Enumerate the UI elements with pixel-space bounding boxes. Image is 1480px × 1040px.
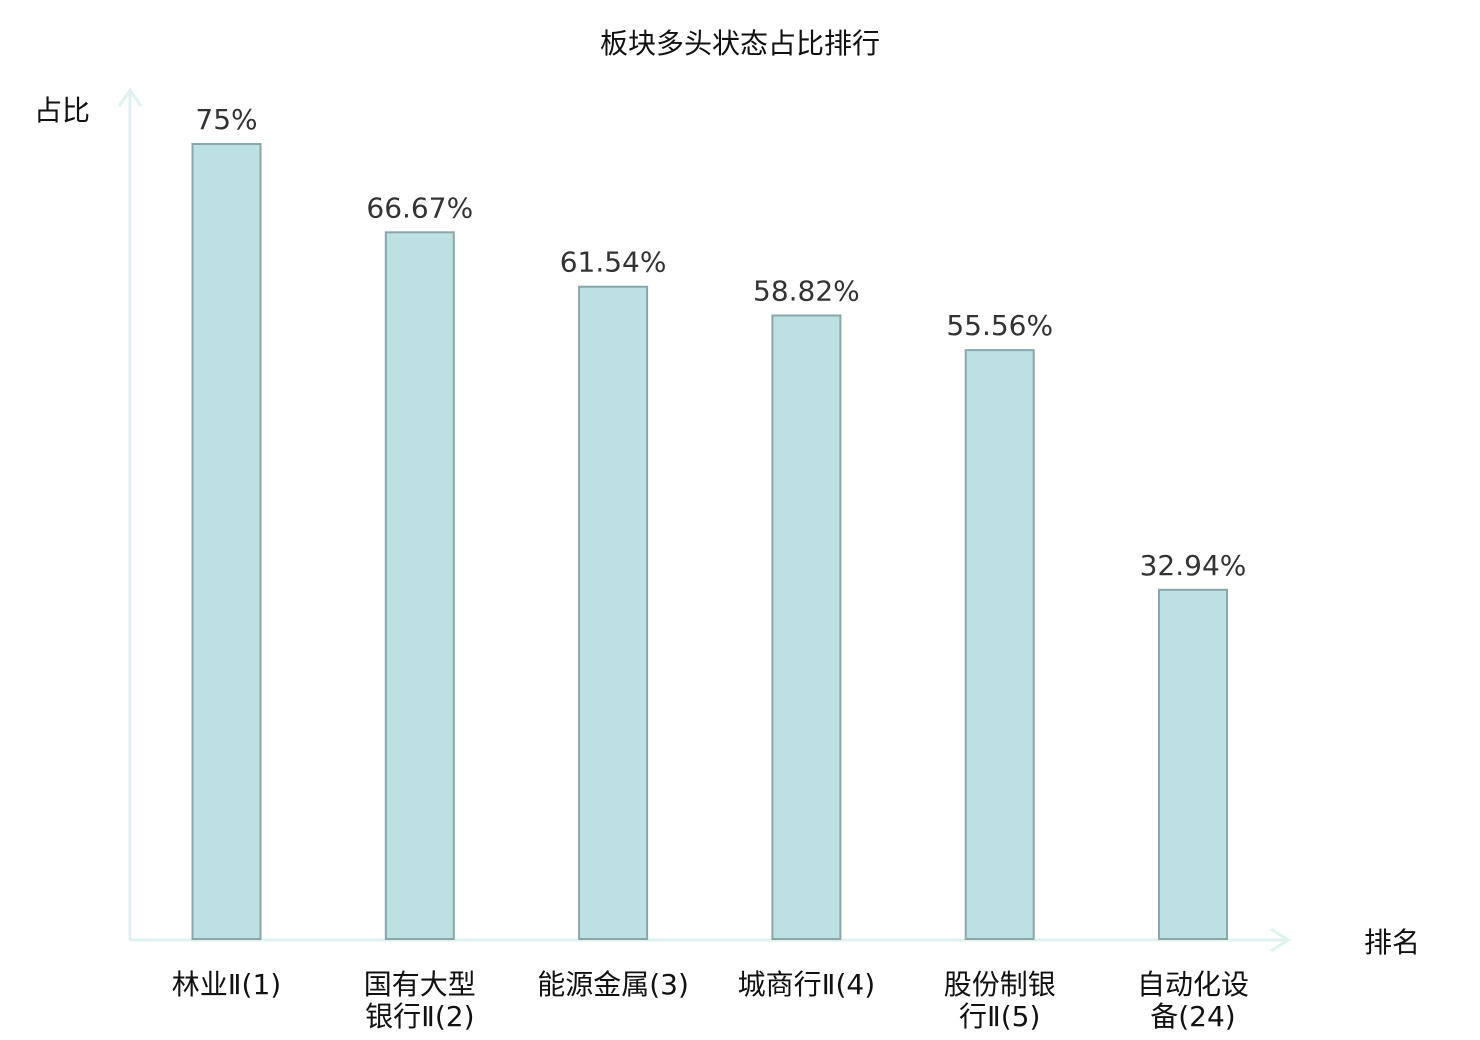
value-label-5: 55.56% [946, 309, 1053, 342]
category-label-2-line-1: 国有大型 [364, 968, 476, 1001]
bar-3 [578, 285, 649, 940]
category-label-4: 城商行Ⅱ(4) [738, 968, 875, 1001]
value-label-6: 32.94% [1140, 549, 1247, 582]
value-label-2: 66.67% [366, 191, 473, 224]
category-label-2-line-2: 银行Ⅱ(2) [365, 1000, 474, 1033]
category-label-5-line-2: 行Ⅱ(5) [959, 1000, 1040, 1033]
category-label-6-line-1: 自动化设 [1137, 968, 1249, 1001]
y-axis-label: 占比 [34, 94, 90, 127]
bar-2 [384, 231, 455, 941]
bar-4 [771, 314, 842, 940]
bar-6 [1158, 588, 1228, 940]
category-label-5-line-1: 股份制银 [944, 968, 1056, 1001]
category-label-1: 林业Ⅱ(1) [172, 968, 281, 1001]
value-labels-group: 75% 66.67% 61.54% 58.82% 55.56% 32.94% [195, 103, 1246, 582]
value-label-1: 75% [195, 103, 257, 136]
bar-5 [964, 349, 1035, 941]
y-axis [117, 87, 143, 940]
y-axis-arrow-icon [117, 87, 143, 107]
category-label-6-line-2: 备(24) [1150, 1000, 1235, 1033]
x-axis-arrow-icon [1270, 927, 1291, 953]
x-axis-label: 排名 [1364, 926, 1420, 959]
category-label-3: 能源金属(3) [537, 968, 689, 1001]
bar-1 [191, 143, 262, 940]
value-label-4: 58.82% [753, 275, 860, 308]
value-label-3: 61.54% [560, 246, 667, 279]
x-axis [130, 927, 1291, 953]
bars-group [191, 143, 1228, 941]
chart-title: 板块多头状态占比排行 [600, 27, 880, 60]
